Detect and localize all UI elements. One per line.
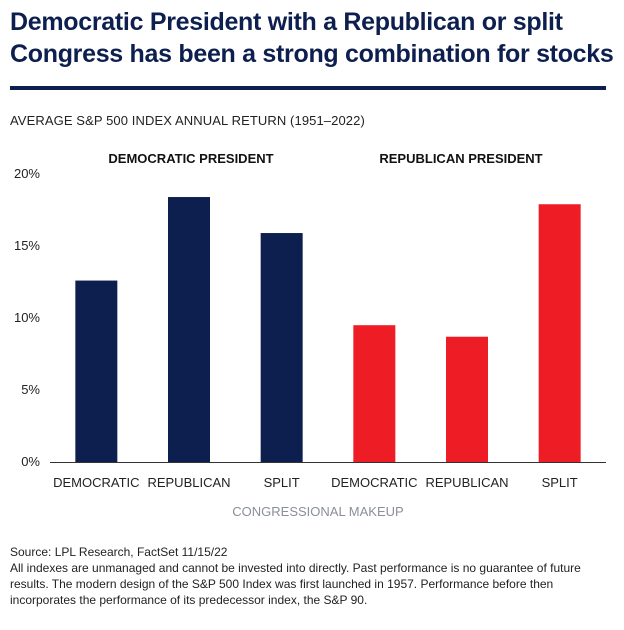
title-line-2: Congress has been a strong combination f… [10,40,614,68]
y-tick-label: 5% [21,382,40,397]
x-tick-label: SPLIT [264,475,300,490]
bar [75,280,118,462]
x-tick-label: DEMOCRATIC [53,475,139,490]
y-tick-label: 15% [14,238,40,253]
x-tick-label: SPLIT [542,475,578,490]
bar [353,325,396,462]
chart-subtitle: AVERAGE S&P 500 INDEX ANNUAL RETURN (195… [10,113,365,128]
chart-title: Democratic President with a Republican o… [10,6,614,70]
source-line: Source: LPL Research, FactSet 11/15/22 [10,545,228,559]
source-notes: Source: LPL Research, FactSet 11/15/22 A… [10,544,616,608]
bar [446,336,488,462]
bar [538,204,581,463]
group-label-democratic-president: DEMOCRATIC PRESIDENT [108,151,274,166]
x-tick-label: DEMOCRATIC [331,475,417,490]
bar-chart: 0% 5% 10% 15% 20% DEMOCRATIC REPUBLICAN SPLIT DE… [14,166,606,519]
x-axis-title: CONGRESSIONAL MAKEUP [232,504,403,519]
y-tick-label: 20% [14,166,40,181]
bar [168,197,210,462]
bar [260,233,303,462]
title-divider [10,86,606,90]
group-label-republican-president: REPUBLICAN PRESIDENT [379,151,543,166]
x-tick-label: REPUBLICAN [425,475,508,490]
disclaimer-text: All indexes are unmanaged and cannot be … [10,561,581,607]
y-tick-label: 0% [21,454,40,469]
x-tick-label: REPUBLICAN [147,475,230,490]
title-line-1: Democratic President with a Republican o… [10,8,563,36]
y-tick-label: 10% [14,310,40,325]
